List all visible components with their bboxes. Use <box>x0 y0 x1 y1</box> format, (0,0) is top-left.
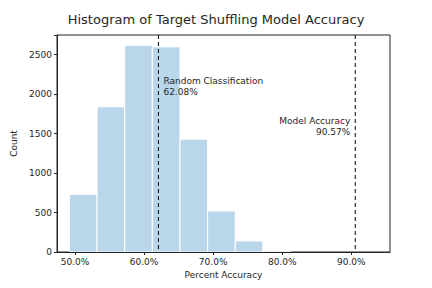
svg-text:Model Accuracy: Model Accuracy <box>279 116 351 126</box>
svg-text:1000: 1000 <box>29 168 52 178</box>
svg-text:62.08%: 62.08% <box>163 87 198 97</box>
svg-text:60.0%: 60.0% <box>130 257 159 267</box>
svg-text:0: 0 <box>46 247 52 257</box>
svg-text:Histogram of Target Shuffling: Histogram of Target Shuffling Model Accu… <box>68 12 365 27</box>
svg-text:2000: 2000 <box>29 89 52 99</box>
svg-text:90.57%: 90.57% <box>316 127 351 137</box>
svg-text:70.0%: 70.0% <box>199 257 228 267</box>
svg-text:Count: Count <box>9 130 19 157</box>
svg-text:90.0%: 90.0% <box>337 257 366 267</box>
svg-text:500: 500 <box>35 208 52 218</box>
svg-text:Random Classification: Random Classification <box>163 76 263 86</box>
svg-text:50.0%: 50.0% <box>61 257 90 267</box>
svg-text:Percent Accuracy: Percent Accuracy <box>185 270 263 280</box>
svg-text:1500: 1500 <box>29 129 52 139</box>
svg-text:2500: 2500 <box>29 50 52 60</box>
svg-text:80.0%: 80.0% <box>268 257 297 267</box>
